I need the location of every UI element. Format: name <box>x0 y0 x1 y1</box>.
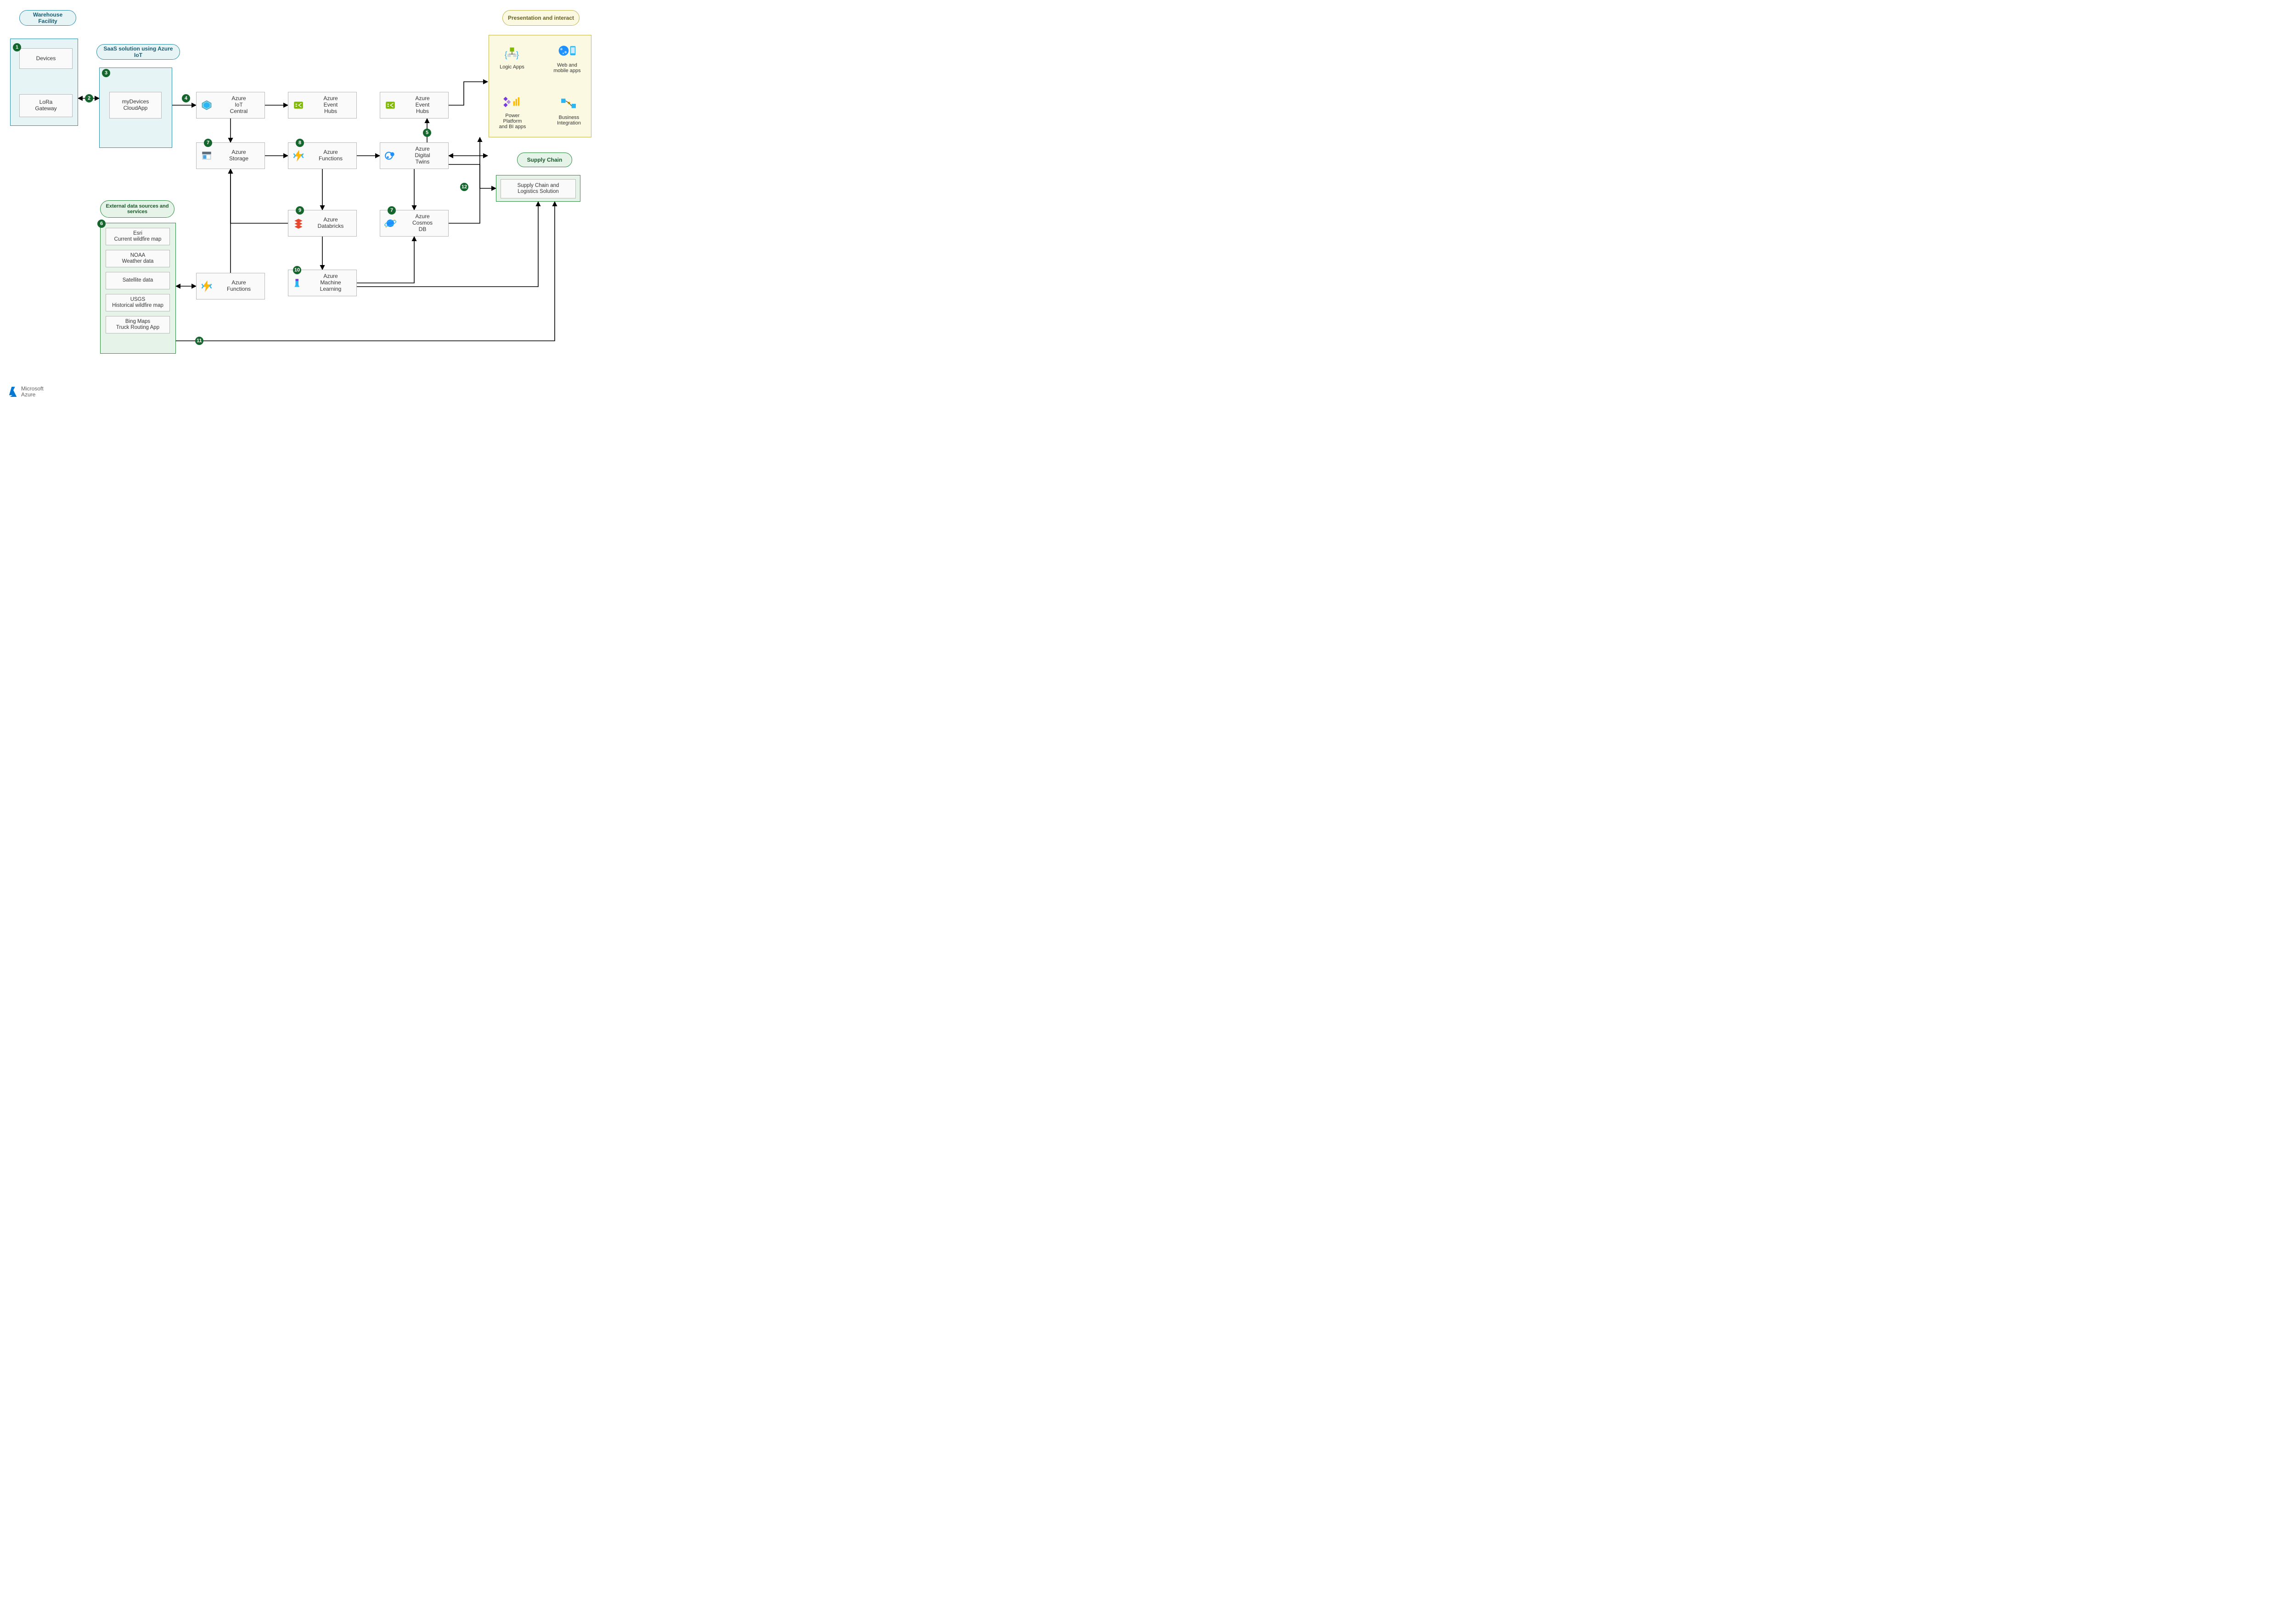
badge-10: 10 <box>293 266 301 274</box>
node-label: Azure Digital Twins <box>400 146 445 165</box>
badge-7b: 7 <box>388 206 396 215</box>
node-label: Azure Functions <box>308 149 354 162</box>
ext-item: Esri Current wildfire map <box>106 228 170 245</box>
event-hubs-icon <box>384 99 397 112</box>
iot-central-icon <box>200 99 213 112</box>
svg-text:{: { <box>505 50 507 59</box>
badge-2: 2 <box>85 94 93 102</box>
badge-9: 9 <box>296 206 304 215</box>
functions-icon <box>292 149 305 162</box>
web-mobile-icon <box>558 42 576 61</box>
node-event-hubs-1: Azure Event Hubs <box>288 92 357 119</box>
badge-8: 8 <box>296 139 304 147</box>
ext-item: USGS Historical wildfire map <box>106 294 170 311</box>
business-integration-icon <box>560 95 578 113</box>
node-label: Azure Databricks <box>308 217 354 230</box>
ext-label: NOAA Weather data <box>122 253 154 265</box>
cosmos-db-icon <box>384 217 397 230</box>
databricks-icon <box>292 217 305 230</box>
badge-7a: 7 <box>204 139 212 147</box>
badge-4: 4 <box>182 94 190 102</box>
logic-apps-icon: {} <box>503 44 521 62</box>
ext-label: Esri Current wildfire map <box>114 231 162 243</box>
node-supply-chain-solution: Supply Chain and Logistics Solution <box>501 179 576 198</box>
node-label: Supply Chain and Logistics Solution <box>518 183 559 195</box>
badge-12: 12 <box>460 183 468 191</box>
ext-item: NOAA Weather data <box>106 250 170 267</box>
pill-external: External data sources and services <box>100 200 174 218</box>
pres-label: Logic Apps <box>500 64 524 70</box>
power-bi-icon <box>503 93 522 111</box>
node-digital-twins: Azure Digital Twins <box>380 142 449 169</box>
node-label: Azure Event Hubs <box>400 96 445 114</box>
storage-icon <box>200 149 213 162</box>
digital-twins-icon <box>384 149 397 162</box>
pill-label: Presentation and interact <box>508 15 574 21</box>
node-lora-gateway: LoRa Gateway <box>19 94 73 117</box>
ext-label: Satellite data <box>123 277 153 283</box>
pill-label: External data sources and services <box>105 203 169 215</box>
node-label: Azure IoT Central <box>216 96 262 114</box>
node-event-hubs-2: Azure Event Hubs <box>380 92 449 119</box>
pres-label: Business Integration <box>557 115 581 126</box>
node-functions-2: Azure Functions <box>196 273 265 299</box>
pres-label: Web and mobile apps <box>553 62 580 73</box>
node-label: Devices <box>36 56 56 62</box>
node-label: Azure Event Hubs <box>308 96 354 114</box>
badge-11: 11 <box>195 337 203 345</box>
pres-logic-apps: {} Logic Apps <box>496 44 528 70</box>
badge-5: 5 <box>423 129 431 137</box>
badge-3: 3 <box>102 69 110 77</box>
pill-presentation: Presentation and interact <box>502 10 580 26</box>
azure-logo: Microsoft Azure <box>8 386 44 398</box>
badge-1: 1 <box>13 43 21 51</box>
azure-logo-mark <box>8 386 18 398</box>
node-iot-central: Azure IoT Central <box>196 92 265 119</box>
pill-label: SaaS solution using Azure IoT <box>101 45 175 58</box>
node-label: Azure Cosmos DB <box>400 214 445 232</box>
ext-item: Satellite data <box>106 272 170 289</box>
node-label: Azure Storage <box>216 149 262 162</box>
badge-6: 6 <box>97 220 106 228</box>
node-mydevices-cloudapp: myDevices CloudApp <box>109 92 162 119</box>
ext-label: USGS Historical wildfire map <box>112 297 163 309</box>
pres-power-bi: Power Platform and BI apps <box>493 93 532 130</box>
ext-label: Bing Maps Truck Routing App <box>116 319 159 331</box>
pill-saas: SaaS solution using Azure IoT <box>96 44 180 60</box>
pres-label: Power Platform and BI apps <box>499 113 526 130</box>
ml-icon <box>292 277 305 289</box>
svg-text:}: } <box>516 50 519 59</box>
pres-web-mobile: Web and mobile apps <box>546 42 588 73</box>
node-label: myDevices CloudApp <box>122 99 149 112</box>
event-hubs-icon <box>292 99 305 112</box>
diagram-canvas: Warehouse Facility SaaS solution using A… <box>0 0 597 413</box>
logo-text: Microsoft Azure <box>21 386 44 398</box>
pill-label: Supply Chain <box>527 157 563 163</box>
external-items: Esri Current wildfire map NOAA Weather d… <box>106 228 170 333</box>
node-label: Azure Functions <box>216 280 262 293</box>
node-label: LoRa Gateway <box>35 99 56 112</box>
node-devices: Devices <box>19 48 73 69</box>
pill-warehouse: Warehouse Facility <box>19 10 76 26</box>
ext-item: Bing Maps Truck Routing App <box>106 316 170 333</box>
pill-label: Warehouse Facility <box>24 11 71 24</box>
functions-icon <box>200 280 213 293</box>
node-label: Azure Machine Learning <box>308 273 354 292</box>
pill-supply: Supply Chain <box>517 152 572 167</box>
pres-business-integration: Business Integration <box>551 95 587 126</box>
